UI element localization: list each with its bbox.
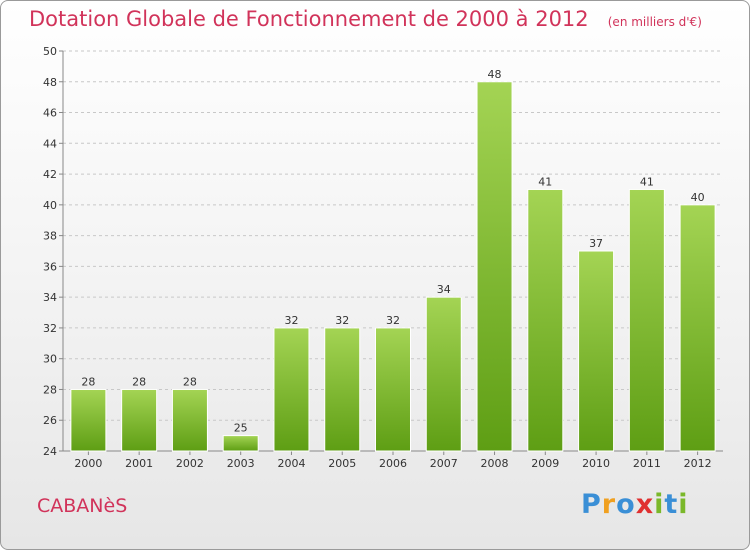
x-tick-label-2011: 2011 <box>633 457 661 470</box>
value-label-2003: 25 <box>234 422 248 435</box>
title-block: Dotation Globale de Fonctionnement de 20… <box>29 7 702 31</box>
bar-2009 <box>527 188 564 452</box>
bar-2005 <box>324 327 361 452</box>
y-tick-label: 28 <box>43 383 57 396</box>
y-tick-label: 44 <box>43 137 57 150</box>
value-label-2004: 32 <box>284 314 298 327</box>
logo-letter: r <box>601 489 617 520</box>
value-label-2002: 28 <box>183 375 197 388</box>
y-tick-label: 36 <box>43 260 57 273</box>
logo-letter: x <box>635 489 655 520</box>
bar-2012 <box>679 204 716 452</box>
bar-2011 <box>628 188 665 452</box>
x-tick-label-2009: 2009 <box>531 457 559 470</box>
commune-name: CABANèS <box>37 495 128 517</box>
logo-letter: o <box>616 489 636 520</box>
x-tick-label-2007: 2007 <box>430 457 458 470</box>
bar-2001 <box>121 388 158 452</box>
bar-2002 <box>171 388 208 452</box>
value-label-2007: 34 <box>437 283 451 296</box>
value-label-2006: 32 <box>386 314 400 327</box>
logo-letter: i <box>678 489 689 520</box>
bar-2000 <box>70 388 107 452</box>
value-label-2001: 28 <box>132 375 146 388</box>
logo-letter: t <box>664 489 679 520</box>
value-label-2011: 41 <box>640 175 654 188</box>
bar-2004 <box>273 327 310 452</box>
bar-2006 <box>375 327 411 452</box>
chart-subtitle: (en milliers d'€) <box>607 15 702 29</box>
bars <box>70 81 716 452</box>
value-label-2012: 40 <box>691 191 705 204</box>
y-tick-label: 30 <box>43 353 57 366</box>
y-tick-label: 24 <box>43 445 57 458</box>
proxiti-logo[interactable]: Proxiti <box>581 489 689 520</box>
y-tick-label: 42 <box>43 168 57 181</box>
y-tick-label: 50 <box>43 45 57 58</box>
x-tick-label-2004: 2004 <box>277 457 305 470</box>
value-label-2005: 32 <box>335 314 349 327</box>
x-tick-label-2012: 2012 <box>684 457 712 470</box>
bar-2003 <box>222 435 259 452</box>
y-tick-label: 40 <box>43 199 57 212</box>
x-tick-label-2010: 2010 <box>582 457 610 470</box>
y-tick-label: 48 <box>43 76 57 89</box>
bar-2007 <box>425 296 462 452</box>
bar-2010 <box>578 250 615 452</box>
chart-title: Dotation Globale de Fonctionnement de 20… <box>29 7 589 31</box>
value-label-2009: 41 <box>538 175 552 188</box>
x-tick-label-2005: 2005 <box>328 457 356 470</box>
x-tick-label-2000: 2000 <box>74 457 102 470</box>
y-tick-label: 46 <box>43 107 57 120</box>
x-tick-label-2006: 2006 <box>379 457 407 470</box>
y-tick-label: 38 <box>43 230 57 243</box>
value-label-2000: 28 <box>81 375 95 388</box>
x-tick-label-2003: 2003 <box>227 457 255 470</box>
logo-letter: i <box>654 489 665 520</box>
y-tick-label: 34 <box>43 291 57 304</box>
x-tick-label-2002: 2002 <box>176 457 204 470</box>
y-tick-label: 32 <box>43 322 57 335</box>
bar-2008 <box>476 81 513 452</box>
value-label-2010: 37 <box>589 237 603 250</box>
x-tick-label-2008: 2008 <box>481 457 509 470</box>
x-tick-label-2001: 2001 <box>125 457 153 470</box>
value-label-2008: 48 <box>488 68 502 81</box>
logo-letter: P <box>581 489 602 520</box>
y-tick-label: 26 <box>43 414 57 427</box>
labels: 24 26 28 30 32 34 36 38 40 42 44 46 48 50 28 2000 28 2001… <box>43 45 712 470</box>
